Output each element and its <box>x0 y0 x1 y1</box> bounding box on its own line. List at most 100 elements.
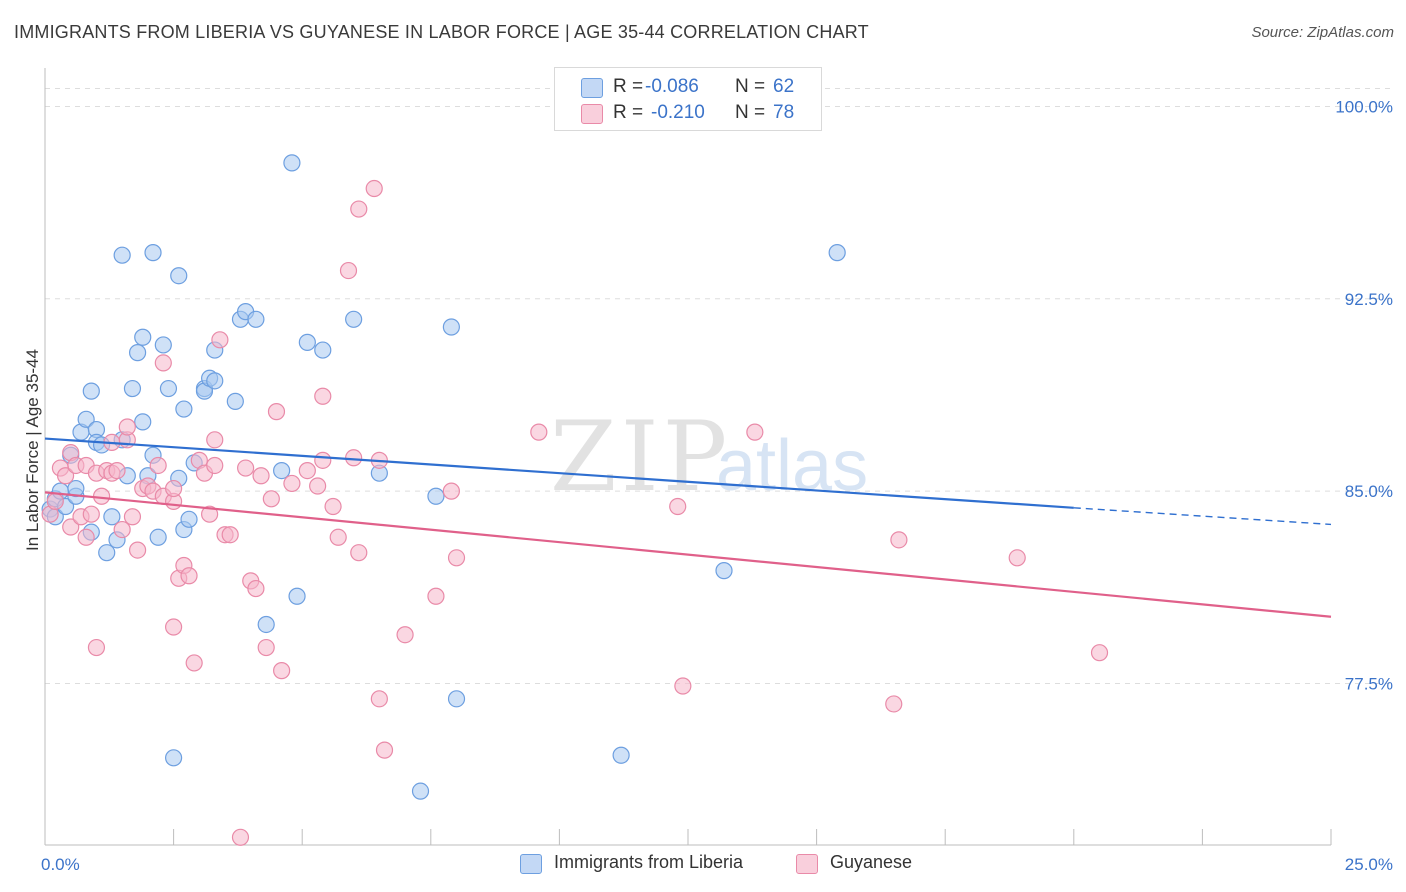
guyanese-point <box>442 482 460 500</box>
liberia-point <box>828 244 846 262</box>
guyanese-point <box>252 467 270 485</box>
guyanese-point <box>396 626 414 644</box>
liberia-point <box>77 410 95 428</box>
guyanese-point <box>185 654 203 672</box>
guyanese-point <box>314 451 332 469</box>
guyanese-point <box>267 403 286 421</box>
n-value: 62 <box>773 76 795 97</box>
guyanese-point <box>108 462 126 480</box>
r-value: -0.210 <box>651 102 705 123</box>
liberia-trend-line <box>44 437 1074 509</box>
liberia-point <box>134 328 152 346</box>
guyanese-point <box>231 828 250 846</box>
liberia-point <box>175 400 193 418</box>
trend-layer <box>44 437 1332 618</box>
liberia-point <box>273 462 291 480</box>
guyanese-point <box>257 638 275 657</box>
guyanese-point <box>298 462 316 480</box>
liberia-point <box>180 510 198 528</box>
liberia-point <box>314 341 332 359</box>
guyanese-point <box>206 456 224 475</box>
n-label: N = <box>735 102 766 123</box>
guyanese-point <box>221 526 239 544</box>
liberia-point <box>612 746 630 764</box>
guyanese-point <box>427 587 445 605</box>
guyanese-point <box>211 331 229 349</box>
r-label: R = <box>613 102 644 123</box>
y-tick-label: 100.0% <box>1335 97 1393 116</box>
guyanese-swatch <box>796 854 818 874</box>
guyanese-trend-line <box>44 491 1332 618</box>
axes-layer <box>44 68 1332 846</box>
liberia-point <box>170 267 188 285</box>
guyanese-point <box>118 418 136 436</box>
guyanese-point <box>339 261 358 280</box>
liberia-point <box>345 310 363 328</box>
guyanese-point <box>350 544 368 562</box>
liberia-point <box>411 782 430 800</box>
guyanese-point <box>262 490 280 508</box>
liberia-point <box>159 379 178 398</box>
guyanese-point <box>890 531 908 549</box>
guyanese-point <box>180 567 198 585</box>
tick-labels: 77.5% 85.0% 92.5% 100.0% 0.0% 25.0% <box>41 97 1393 874</box>
guyanese-point <box>746 423 764 441</box>
liberia-point <box>257 615 275 634</box>
y-tick-label: 92.5% <box>1345 290 1393 309</box>
liberia-point <box>298 333 316 351</box>
liberia-point <box>128 344 147 362</box>
guyanese-point <box>206 431 224 449</box>
watermark: ZIP atlas <box>550 401 868 513</box>
liberia-point <box>144 244 162 262</box>
guyanese-point <box>56 467 75 485</box>
source-note: Source: ZipAtlas.com <box>1251 24 1394 41</box>
liberia-point <box>134 413 152 431</box>
liberia-point <box>98 544 116 562</box>
guyanese-swatch <box>581 104 603 124</box>
liberia-point <box>715 562 733 580</box>
r-value: -0.086 <box>645 76 699 97</box>
liberia-point <box>123 379 142 398</box>
guyanese-point <box>123 508 142 526</box>
liberia-point <box>226 392 244 410</box>
n-label: N = <box>735 76 766 97</box>
guyanese-point <box>309 477 327 495</box>
guyanese-point <box>669 497 687 516</box>
x-tick-label: 25.0% <box>1345 855 1393 874</box>
liberia-swatch <box>520 854 542 874</box>
chart-title: IMMIGRANTS FROM LIBERIA VS GUYANESE IN L… <box>14 22 869 42</box>
guyanese-point <box>329 528 347 546</box>
guyanese-point <box>154 354 172 372</box>
guyanese-point <box>345 449 363 467</box>
guyanese-point <box>201 505 219 523</box>
guyanese-point <box>87 638 106 657</box>
guyanese-point <box>82 505 100 523</box>
watermark-zip: ZIP <box>550 401 731 513</box>
guyanese-point <box>530 423 548 441</box>
liberia-point <box>447 690 466 708</box>
y-axis-label-box: In Labor Force | Age 35-44 <box>18 300 48 600</box>
guyanese-point <box>324 497 342 516</box>
guyanese-point <box>237 459 255 477</box>
legend-label: Immigrants from Liberia <box>554 852 744 872</box>
r-label: R = <box>613 76 644 97</box>
guyanese-point <box>1008 549 1026 567</box>
guyanese-point <box>149 456 167 475</box>
liberia-point <box>442 318 460 336</box>
legend: Immigrants from Liberia Guyanese <box>0 852 1406 878</box>
guyanese-point <box>247 579 265 598</box>
liberia-trend-extension <box>1073 507 1332 526</box>
guyanese-point <box>46 492 64 510</box>
guyanese-point <box>370 690 388 708</box>
guyanese-point <box>165 479 183 498</box>
liberia-point <box>82 382 100 400</box>
grid-layer <box>45 88 1393 684</box>
liberia-point <box>103 508 121 526</box>
liberia-point <box>67 479 85 498</box>
legend-label: Guyanese <box>830 852 913 872</box>
guyanese-point <box>885 695 903 713</box>
guyanese-point <box>273 662 291 680</box>
guyanese-point <box>674 677 692 695</box>
liberia-point <box>154 336 172 354</box>
